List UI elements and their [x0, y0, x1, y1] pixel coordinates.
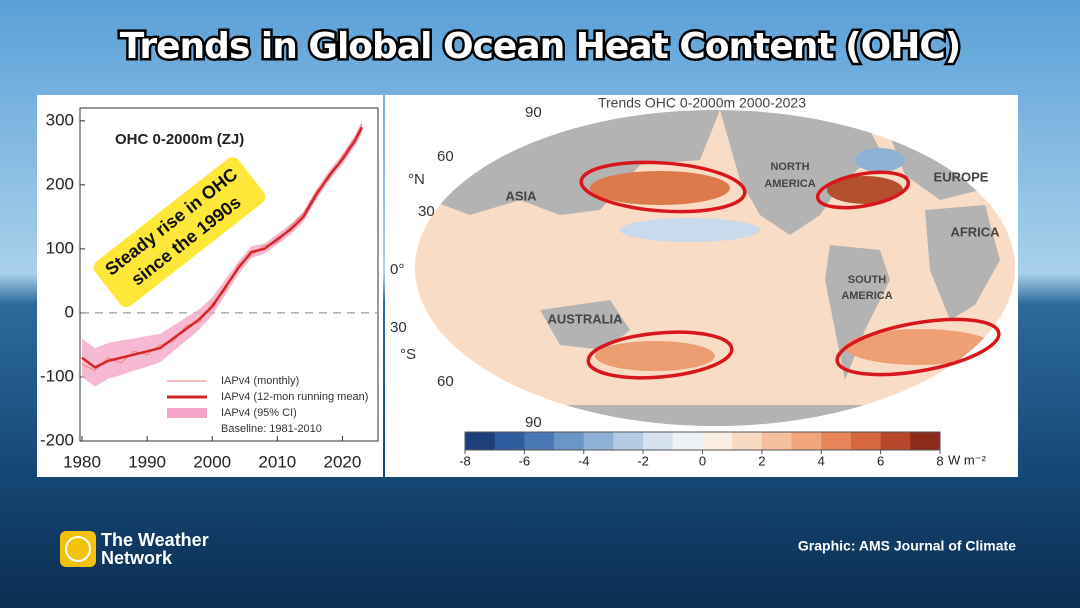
legend-label: IAPv4 (95% CI)	[221, 407, 297, 419]
chart-note: Baseline: 1981-2010	[221, 423, 322, 435]
brand-name: Network	[101, 548, 173, 568]
lat-label: 90	[525, 104, 542, 121]
colorbar-tick-label: -2	[637, 453, 649, 468]
logo-mark	[65, 536, 91, 562]
region-label: SOUTH	[848, 274, 887, 286]
colorbar-cell	[643, 432, 674, 450]
region-label: ASIA	[505, 188, 537, 203]
highlight-rings	[579, 160, 1001, 380]
colorbar-tick-label: 2	[758, 453, 765, 468]
colorbar-cell	[910, 432, 941, 450]
credit: Graphic: AMS Journal of Climate	[798, 538, 1016, 554]
lat-label: 60	[437, 373, 454, 390]
colorbar-tick-label: 6	[877, 453, 884, 468]
chart-title: OHC 0-2000m (ZJ)	[115, 131, 244, 148]
annotation-box	[93, 157, 266, 308]
colorbar-cell	[613, 432, 644, 450]
x-tick-label: 2000	[193, 452, 231, 471]
chart-panel	[37, 95, 383, 477]
colorbar-cell	[583, 432, 614, 450]
x-tick-label: 1980	[63, 452, 101, 471]
brand-name: The Weather	[101, 530, 209, 550]
plot-frame	[79, 107, 379, 442]
y-tick-label: 0	[65, 302, 74, 321]
y-tick-label: 200	[46, 174, 74, 193]
colorbar-cell	[761, 432, 793, 450]
colorbar-unit: W m⁻²	[948, 452, 987, 467]
colorbar-tick-label: 8	[936, 453, 943, 468]
colorbar-cell	[732, 432, 763, 450]
lat-label: 30	[418, 203, 435, 220]
y-tick-label: 300	[46, 110, 74, 129]
lat-label: 60	[437, 148, 454, 165]
region-label: EUROPE	[934, 169, 989, 184]
legend-label: IAPv4 (monthly)	[221, 375, 299, 387]
region-label: AMERICA	[841, 290, 892, 302]
colorbar-cell	[702, 432, 733, 450]
colorbar: W m⁻² -8 -6 -4 -2 0 2 4 6 8	[459, 431, 987, 468]
x-tick-label: 1990	[128, 452, 166, 471]
region-label: AMERICA	[764, 178, 815, 190]
colorbar-cell	[465, 432, 496, 450]
region-labels: ASIA NORTH AMERICA EUROPE AFRICA SOUTH A…	[505, 161, 1000, 327]
colorbar-cell	[791, 432, 822, 450]
colorbar-tick-label: 4	[818, 453, 825, 468]
colorbar-cell	[554, 432, 585, 450]
x-tick-label: 2020	[324, 452, 362, 471]
lat-labels: 90 60 °N 30 0° 30 °S 60 90	[390, 104, 542, 431]
region-label: AFRICA	[950, 224, 1000, 239]
lat-label: 30	[390, 319, 407, 336]
colorbar-cell	[494, 432, 525, 450]
colorbar-cell	[672, 432, 703, 450]
colorbar-tick-label: -6	[519, 453, 531, 468]
colorbar-cell	[850, 432, 882, 450]
line	[81, 126, 364, 369]
legend-label: IAPv4 (12-mon running mean)	[221, 391, 368, 403]
colorbar-tick-label: -8	[459, 453, 471, 468]
x-tick-label: 2010	[258, 452, 296, 471]
lat-label: °S	[400, 346, 416, 363]
map: Trends OHC 0-2000m 2000-2023 90	[390, 95, 1015, 468]
y-tick-label: -200	[40, 430, 74, 449]
colorbar-tick-label: 0	[699, 453, 706, 468]
branding: The Weather Network	[60, 530, 209, 568]
map-title: Trends OHC 0-2000m 2000-2023	[598, 95, 806, 111]
y-tick-label: -100	[40, 366, 74, 385]
legend-swatch	[167, 408, 207, 418]
colorbar-cell	[821, 432, 852, 450]
region-label: NORTH	[770, 161, 809, 173]
lat-label: °N	[408, 171, 425, 188]
page-title: Trends in Global Ocean Heat Content (OHC…	[120, 26, 960, 67]
colorbar-cell	[524, 432, 555, 450]
y-tick-label: 100	[46, 238, 74, 257]
ocean-anomalies	[590, 148, 995, 371]
colorbar-tick-label: -4	[578, 453, 590, 468]
lat-label: 90	[525, 414, 542, 431]
lat-label: 0°	[390, 261, 404, 278]
colorbar-cell	[880, 432, 911, 450]
region-label: AUSTRALIA	[547, 311, 623, 326]
